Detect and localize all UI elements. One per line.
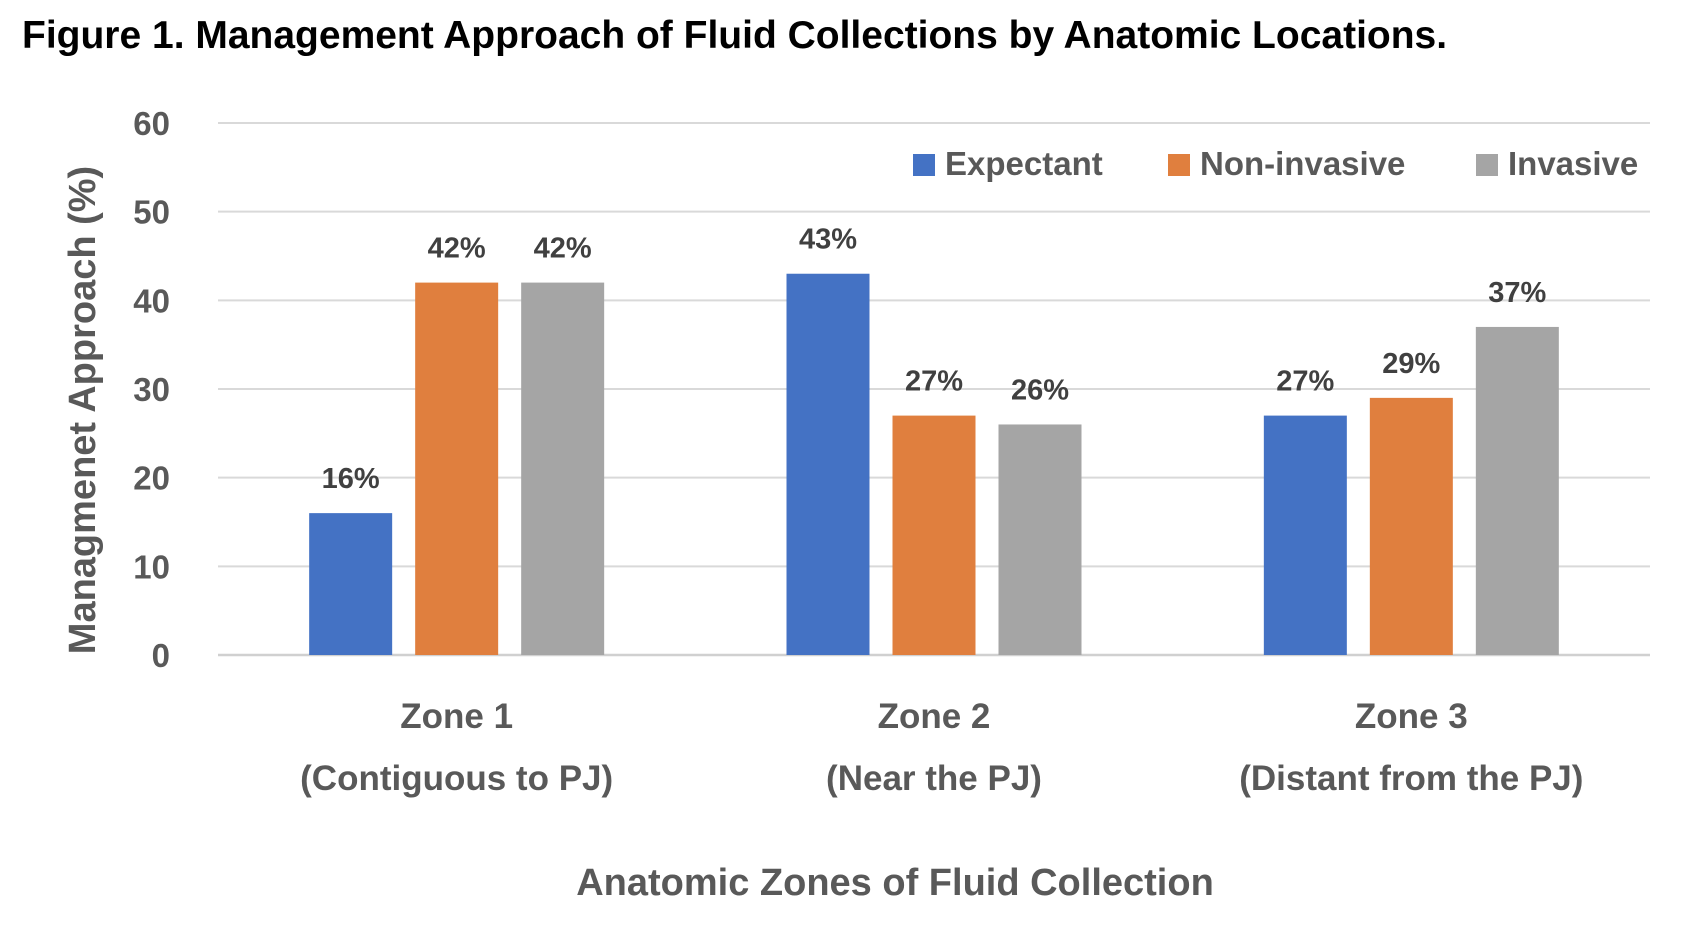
legend-label: Invasive <box>1508 145 1638 182</box>
legend-swatch-non-invasive <box>1168 154 1190 176</box>
data-label: 42% <box>428 233 486 265</box>
y-tick-label: 30 <box>133 371 170 408</box>
x-category-sublabel: (Contiguous to PJ) <box>300 759 613 798</box>
x-category-sublabel: (Near the PJ) <box>826 759 1042 798</box>
data-label: 43% <box>799 224 857 256</box>
legend-label: Expectant <box>945 145 1103 182</box>
bar-invasive <box>998 424 1082 655</box>
data-label: 37% <box>1488 277 1546 309</box>
y-tick-label: 20 <box>133 460 170 497</box>
bar-non-invasive <box>415 282 499 655</box>
y-tick-label: 60 <box>133 105 170 142</box>
data-label: 27% <box>905 366 963 398</box>
x-category-label: Zone 1 <box>400 697 513 736</box>
legend-label: Non-invasive <box>1200 145 1405 182</box>
legend-swatch-invasive <box>1476 154 1498 176</box>
x-category-label: Zone 2 <box>878 697 991 736</box>
data-label: 16% <box>322 463 380 495</box>
bar-invasive <box>521 282 605 655</box>
bar-expectant <box>786 273 870 655</box>
y-tick-label: 40 <box>133 282 170 319</box>
bar-invasive <box>1475 326 1559 655</box>
y-tick-label: 50 <box>133 194 170 231</box>
bar-expectant <box>309 513 393 655</box>
data-label: 26% <box>1011 374 1069 406</box>
data-label: 42% <box>534 233 592 265</box>
x-category-label: Zone 3 <box>1355 697 1468 736</box>
x-category-sublabel: (Distant from the PJ) <box>1239 759 1583 798</box>
bar-non-invasive <box>1369 397 1453 655</box>
legend-swatch-expectant <box>913 154 935 176</box>
y-axis-title: Managmenet Approach (%) <box>62 166 104 654</box>
data-label: 29% <box>1382 348 1440 380</box>
figure-title: Figure 1. Management Approach of Fluid C… <box>22 14 1448 57</box>
bar-non-invasive <box>892 415 976 655</box>
bar-expectant <box>1263 415 1347 655</box>
y-tick-label: 10 <box>133 548 170 585</box>
y-tick-label: 0 <box>152 637 170 674</box>
data-label: 27% <box>1276 366 1334 398</box>
x-axis-title: Anatomic Zones of Fluid Collection <box>576 862 1214 904</box>
